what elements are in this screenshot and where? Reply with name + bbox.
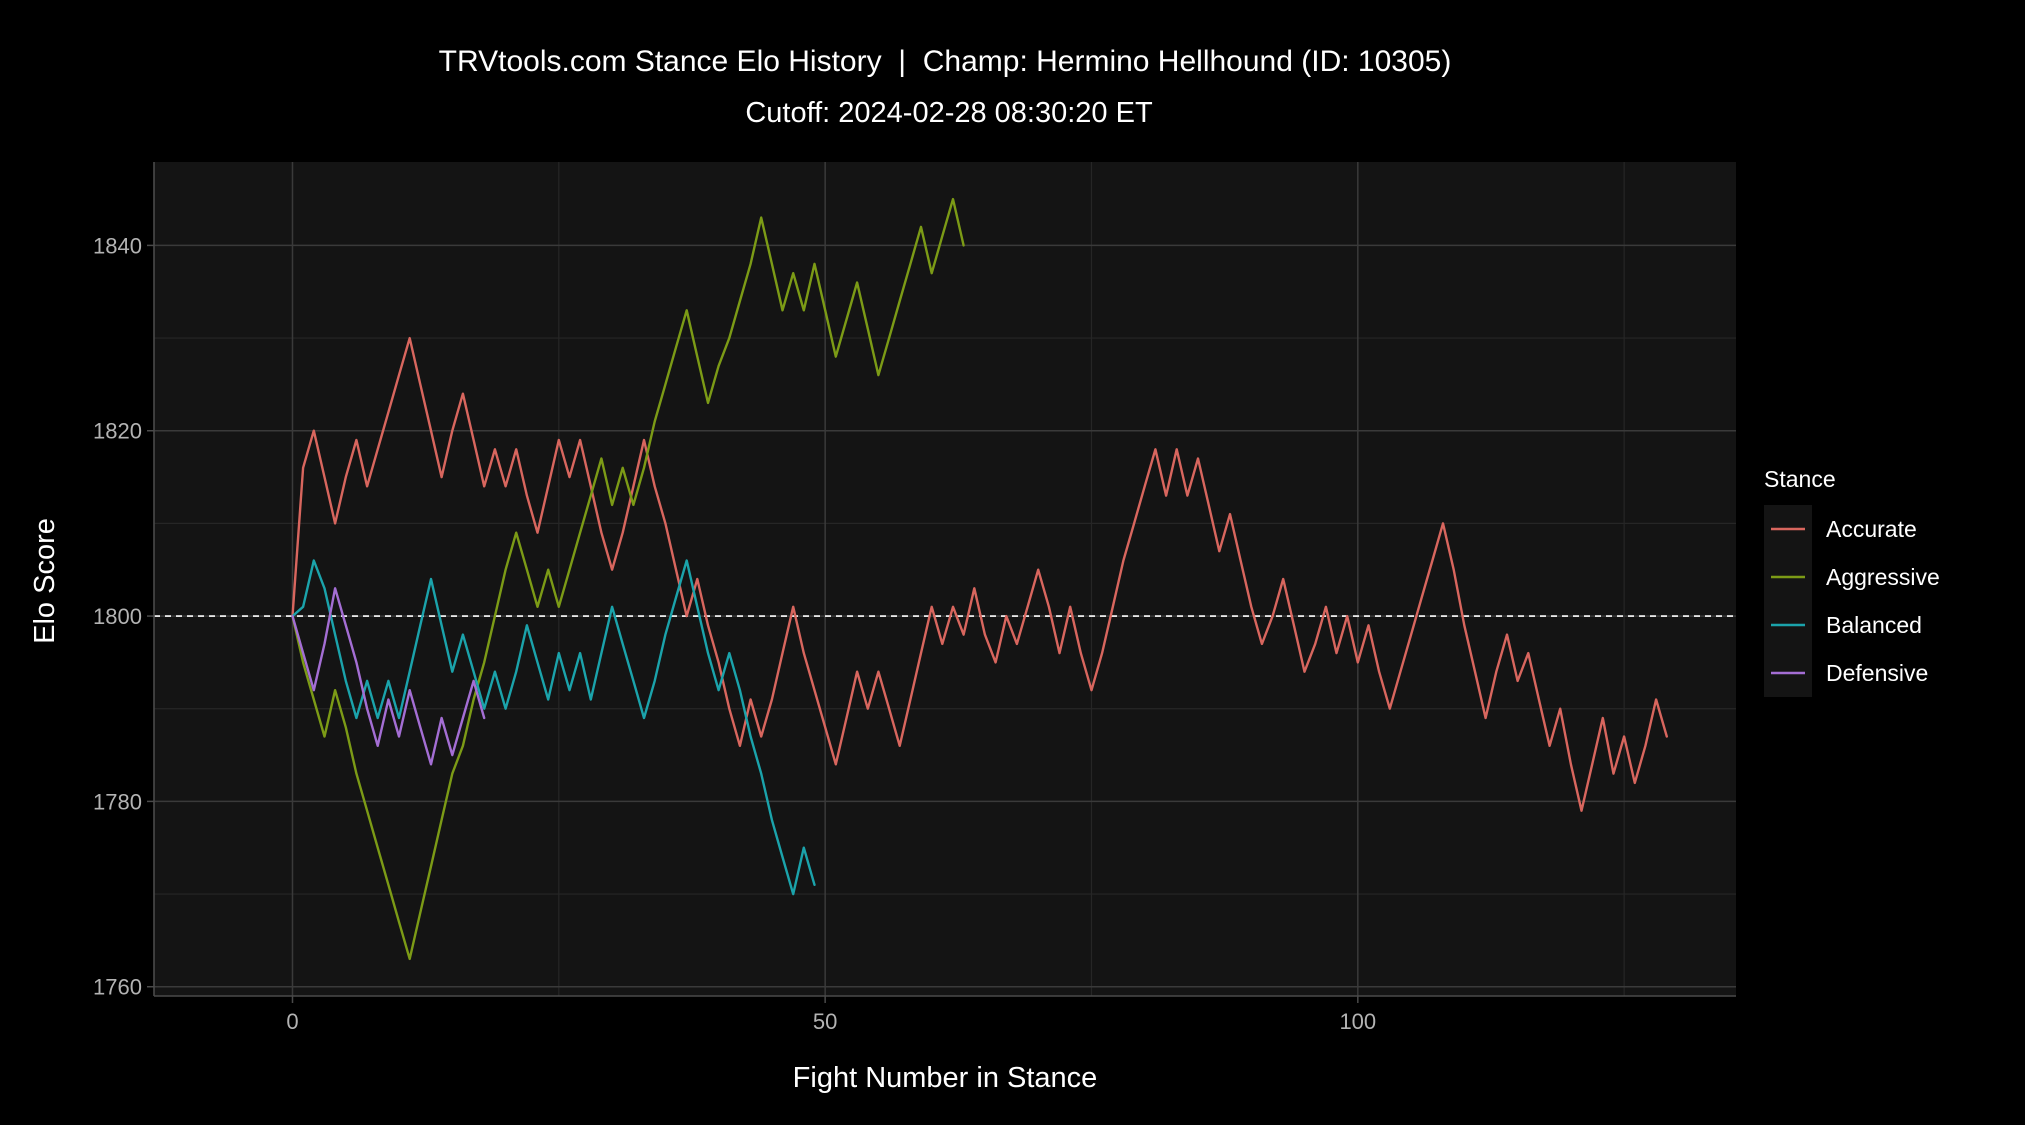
x-axis-title: Fight Number in Stance [793, 1062, 1098, 1094]
series-line-balanced [291, 559, 816, 896]
legend-label-defensive: Defensive [1826, 660, 1928, 686]
y-tick-label: 1820 [93, 419, 142, 444]
chart-subtitle: Cutoff: 2024-02-28 08:30:20 ET [745, 97, 1153, 129]
grid [154, 162, 1736, 996]
series-lines [291, 197, 1669, 961]
plot-panel [154, 162, 1736, 996]
legend-label-balanced: Balanced [1826, 612, 1922, 638]
x-tick-label: 50 [813, 1009, 837, 1034]
legend-label-aggressive: Aggressive [1826, 564, 1940, 590]
series-line-aggressive [291, 197, 965, 961]
legend-title: Stance [1764, 466, 1836, 492]
legend-label-accurate: Accurate [1826, 516, 1917, 542]
x-tick-label: 100 [1339, 1009, 1376, 1034]
chart-title: TRVtools.com Stance Elo History | Champ:… [439, 45, 1452, 78]
y-tick-label: 1760 [93, 975, 142, 1000]
y-tick-label: 1780 [93, 789, 142, 814]
series-line-accurate [291, 336, 1669, 812]
legend: Stance Accurate Aggressive Balanced Defensi… [1764, 466, 1940, 697]
y-tick-label: 1800 [93, 604, 142, 629]
plot-panel-background [154, 162, 1736, 996]
series-line-defensive [291, 587, 486, 766]
x-tick-label: 0 [286, 1009, 298, 1034]
y-axis-title: Elo Score [29, 518, 61, 644]
legend-key-background [1764, 505, 1812, 697]
y-tick-label: 1840 [93, 233, 142, 258]
axes: 0 50 100 1760 1780 1800 1820 1840 [93, 162, 1736, 1034]
